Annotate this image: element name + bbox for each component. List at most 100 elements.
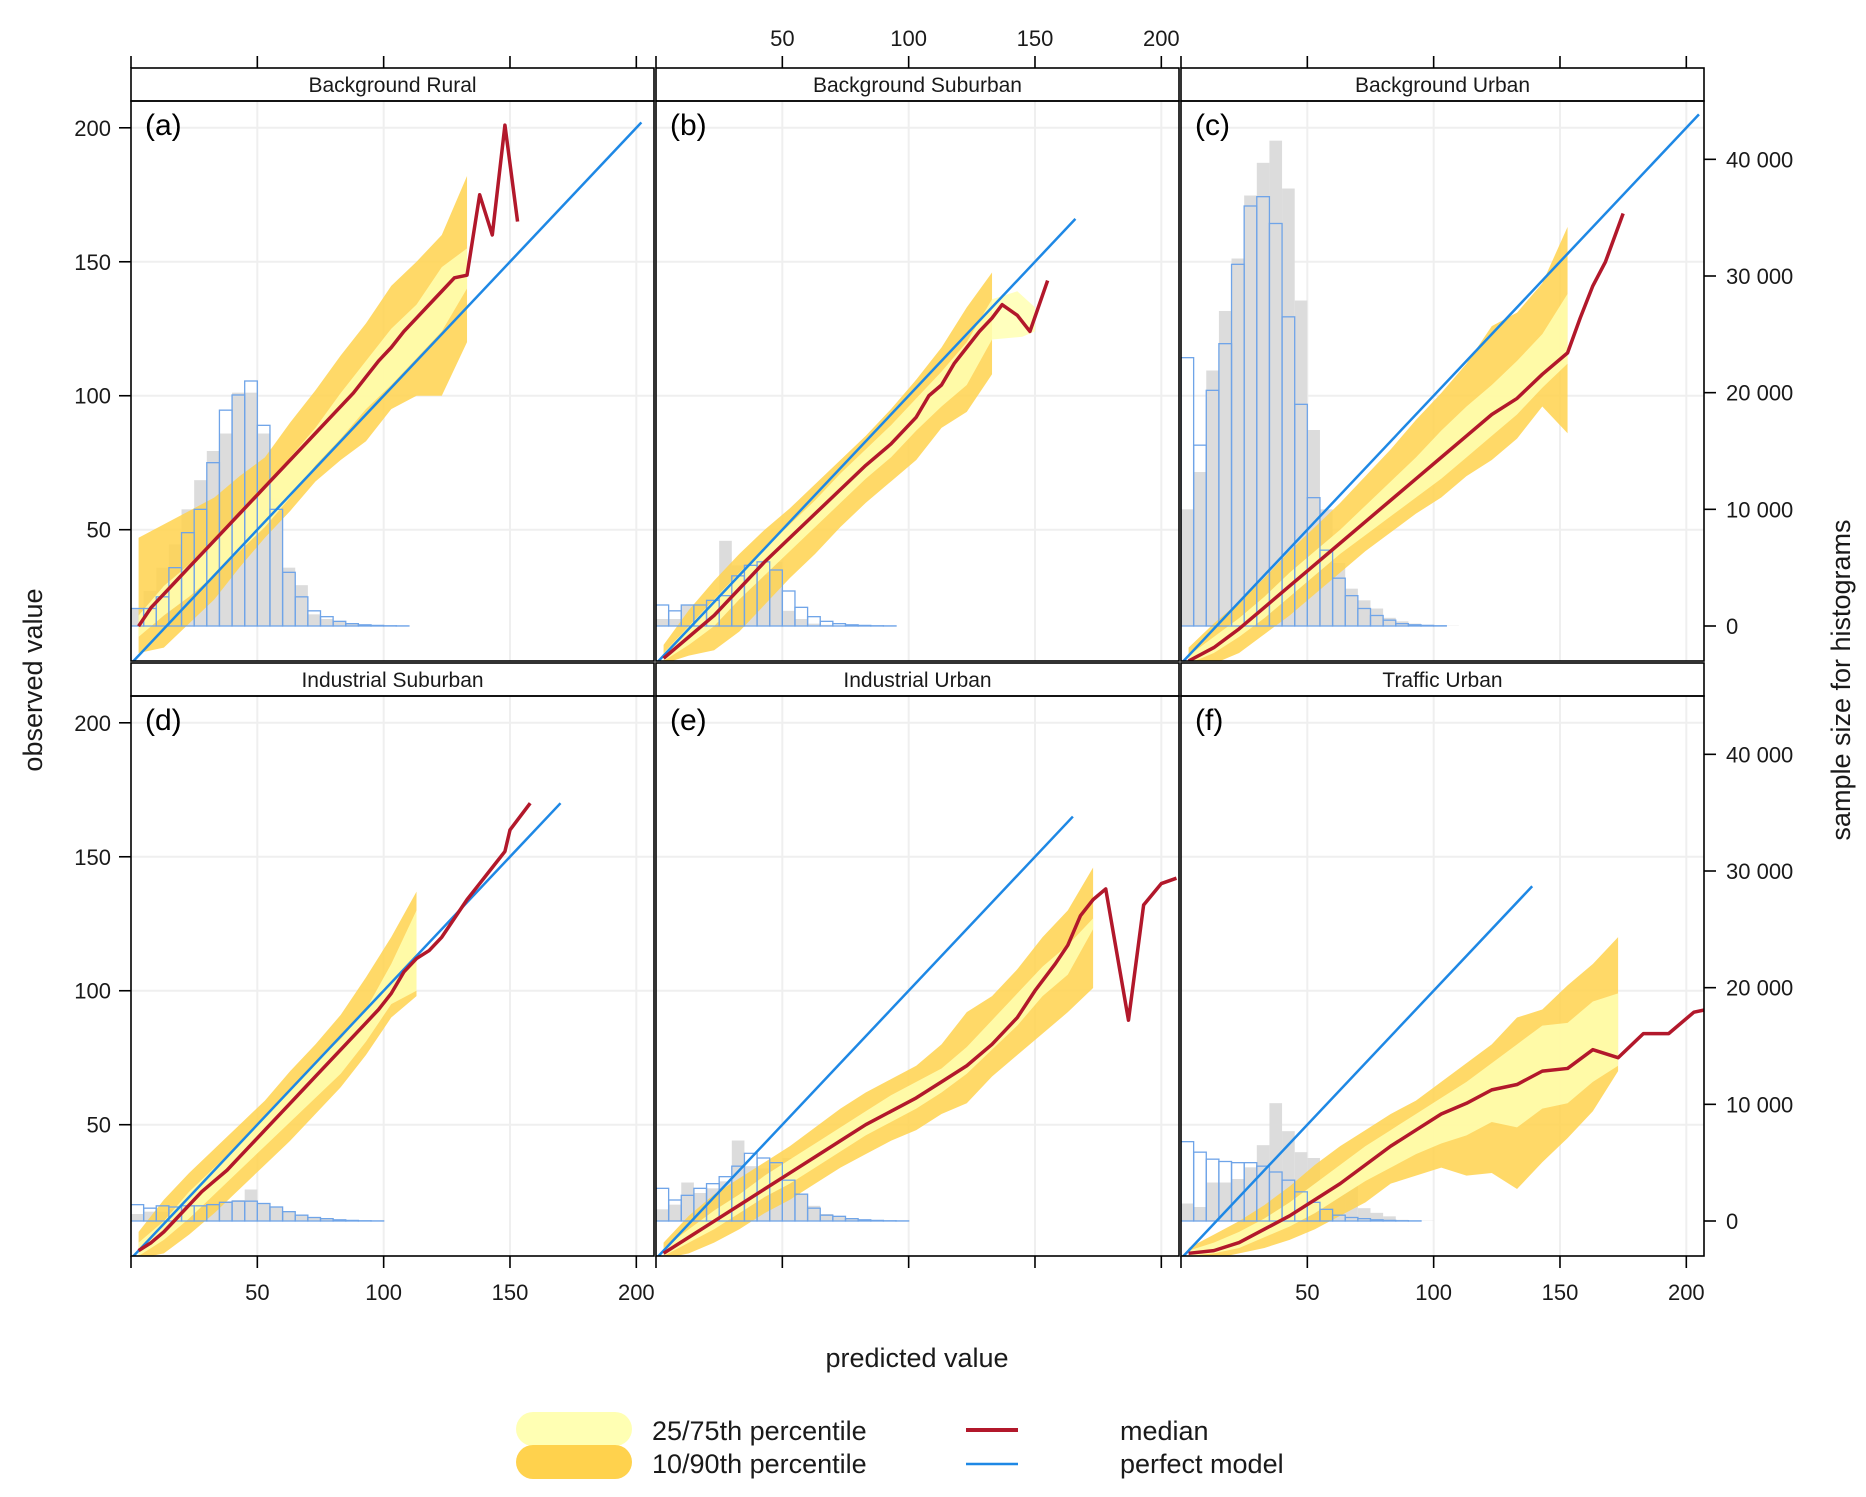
panel-border (655, 100, 1180, 662)
x-tick-label-bottom: 100 (365, 1280, 402, 1305)
x-tick-label-bottom: 150 (492, 1280, 529, 1305)
hist-observed-bar (345, 623, 359, 626)
legend-label-perfect: perfect model (1120, 1449, 1284, 1479)
hist-predicted-bar (870, 1219, 885, 1222)
panel-c: Background Urban (c) (1180, 67, 1705, 662)
hist-observed-bar (1269, 140, 1283, 626)
y-tick-label: 100 (74, 384, 111, 409)
hist-observed-bar (269, 497, 283, 626)
y2-tick-label: 40 000 (1726, 147, 1793, 172)
median-line (662, 876, 1178, 1255)
strip-label: Industrial Suburban (301, 669, 483, 692)
y2-tick-label: 40 000 (1726, 742, 1793, 767)
y2-tick-label: 20 000 (1726, 381, 1793, 406)
x-axis-title: predicted value (825, 1343, 1008, 1373)
hist-predicted-bar (1420, 624, 1435, 627)
hist-observed-bar (1231, 258, 1245, 626)
x-tick-label-top: 100 (890, 26, 927, 51)
panel-f: Traffic Urban (f) (1180, 662, 1705, 1257)
panel-e: Industrial Urban (e) (655, 662, 1180, 1257)
y-axis-title: observed value (18, 588, 48, 771)
hist-observed-bar (1383, 617, 1396, 626)
hist-predicted-bar (1369, 1219, 1384, 1222)
hist-observed-bar (1256, 1145, 1270, 1221)
legend-swatch-inner-band (516, 1412, 632, 1446)
band-10-90 (663, 272, 993, 661)
hist-observed-bar (794, 1194, 808, 1221)
y-tick-label: 100 (74, 979, 111, 1004)
median-line (1187, 212, 1625, 661)
panel-plot-area (656, 696, 1179, 1256)
hist-observed-bar (257, 1203, 270, 1221)
hist-observed-bar (333, 621, 346, 626)
hist-observed-bar (1193, 1207, 1207, 1221)
panel-border (655, 695, 1180, 1257)
hist-observed-bar (1269, 1103, 1283, 1221)
hist-predicted-bar (1407, 624, 1422, 627)
hist-observed-bar (794, 619, 808, 626)
hist-predicted-bar (357, 624, 372, 627)
panel-plot-area (1181, 696, 1704, 1256)
hist-observed-bar (1357, 1208, 1371, 1221)
band-10-90 (138, 891, 417, 1256)
hist-observed-bar (681, 1182, 694, 1221)
median-line (137, 802, 532, 1253)
hist-predicted-bar (857, 624, 872, 627)
hist-observed-bar (782, 610, 795, 626)
hist-observed-bar (668, 619, 682, 626)
hist-predicted-bar (370, 624, 385, 627)
hist-observed-bar (1383, 1216, 1396, 1221)
panel-letter: (f) (1195, 704, 1223, 737)
x-tick-label-bottom: 100 (1415, 1280, 1452, 1305)
hist-observed-bar (1206, 370, 1219, 626)
hist-observed-bar (1181, 509, 1194, 626)
hist-observed-bar (1193, 472, 1207, 626)
legend-label-median: median (1120, 1416, 1209, 1446)
panel-letter: (c) (1195, 109, 1230, 142)
hist-predicted-bar (345, 1219, 360, 1222)
hist-predicted-bar (332, 1219, 347, 1222)
hist-observed-bar (307, 1217, 321, 1221)
hist-observed-bar (820, 1214, 833, 1221)
y2-tick-label: 20 000 (1726, 976, 1793, 1001)
hist-observed-bar (131, 1214, 144, 1221)
panel-border (1180, 100, 1705, 662)
panel-plot-area (131, 696, 654, 1256)
strip-label: Industrial Urban (843, 669, 991, 692)
hist-observed-bar (320, 1218, 334, 1221)
panel-plot-area (1181, 101, 1704, 661)
x-tick-label-bottom: 200 (618, 1280, 655, 1305)
hist-observed-bar (1244, 195, 1257, 626)
hist-observed-bar (232, 1200, 245, 1221)
y-tick-label: 200 (74, 711, 111, 736)
strip (655, 662, 1180, 697)
y2-axis-title: sample size for histograms (1826, 519, 1856, 840)
x-tick-label-bottom: 50 (1295, 1280, 1319, 1305)
panel-letter: (e) (670, 704, 707, 737)
y-tick-label: 150 (74, 845, 111, 870)
x-tick-label-bottom: 200 (1668, 1280, 1705, 1305)
panel-letter: (a) (145, 109, 182, 142)
hist-observed-bar (1206, 1182, 1219, 1221)
strip-label: Background Rural (308, 74, 476, 97)
y-tick-label: 200 (74, 116, 111, 141)
strip (1180, 662, 1705, 697)
hist-observed-bar (307, 614, 321, 626)
y-tick-label: 50 (87, 1113, 111, 1138)
panel-plot-area (656, 101, 1179, 661)
hist-observed-bar (282, 1211, 296, 1221)
panels: Background Rural (a) Background Suburban (b… (130, 67, 1705, 1257)
hist-observed-bar (668, 1204, 682, 1221)
band-25-75 (138, 248, 468, 637)
hist-observed-bar (807, 623, 821, 626)
y2-tick-label: 10 000 (1726, 497, 1793, 522)
hist-observed-bar (1218, 311, 1232, 626)
band-10-90 (663, 867, 1094, 1256)
y-tick-label: 150 (74, 250, 111, 275)
perfect-model-line (656, 218, 1077, 661)
hist-observed-bar (244, 1189, 258, 1221)
hist-observed-bar (656, 1209, 669, 1221)
panel-d: Industrial Suburban (d) (130, 662, 655, 1257)
band-10-90 (1188, 226, 1568, 661)
